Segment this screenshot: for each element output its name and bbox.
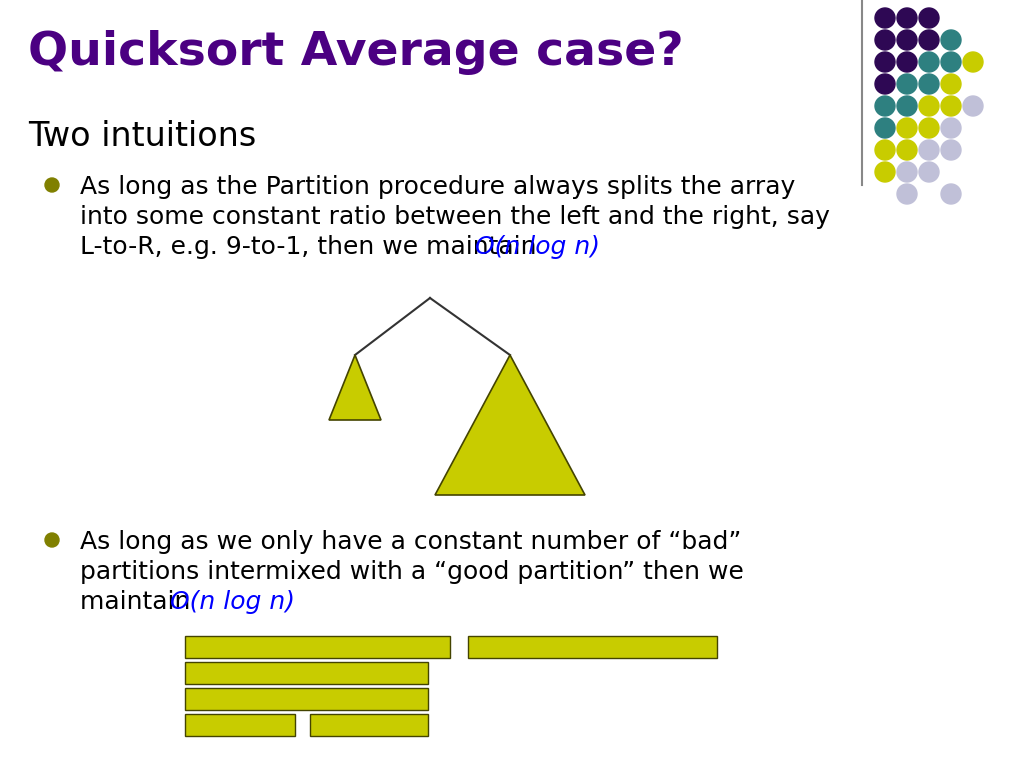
Bar [468, 636, 717, 658]
Bar [185, 714, 295, 736]
Circle shape [941, 118, 961, 138]
Circle shape [919, 74, 939, 94]
Circle shape [874, 52, 895, 72]
Text: Quicksort Average case?: Quicksort Average case? [28, 30, 684, 75]
Text: As long as we only have a constant number of “bad”: As long as we only have a constant numbe… [80, 530, 741, 554]
Polygon shape [435, 355, 585, 495]
Circle shape [919, 8, 939, 28]
Circle shape [874, 118, 895, 138]
Circle shape [874, 96, 895, 116]
Circle shape [874, 30, 895, 50]
Circle shape [941, 96, 961, 116]
Bar [310, 714, 428, 736]
Circle shape [897, 96, 918, 116]
Circle shape [897, 74, 918, 94]
Circle shape [897, 162, 918, 182]
Text: O(n log n): O(n log n) [475, 235, 600, 259]
Circle shape [963, 52, 983, 72]
Circle shape [874, 140, 895, 160]
Circle shape [45, 178, 59, 192]
Circle shape [874, 74, 895, 94]
Circle shape [919, 52, 939, 72]
Bar [185, 688, 428, 710]
Circle shape [874, 162, 895, 182]
Circle shape [941, 184, 961, 204]
Text: partitions intermixed with a “good partition” then we: partitions intermixed with a “good parti… [80, 560, 743, 584]
Bar [185, 662, 428, 684]
Circle shape [897, 140, 918, 160]
Circle shape [941, 30, 961, 50]
Text: L-to-R, e.g. 9-to-1, then we maintain: L-to-R, e.g. 9-to-1, then we maintain [80, 235, 545, 259]
Text: As long as the Partition procedure always splits the array: As long as the Partition procedure alway… [80, 175, 796, 199]
Circle shape [919, 30, 939, 50]
Circle shape [897, 52, 918, 72]
Circle shape [897, 30, 918, 50]
Circle shape [45, 533, 59, 547]
Circle shape [897, 184, 918, 204]
Text: into some constant ratio between the left and the right, say: into some constant ratio between the lef… [80, 205, 829, 229]
Polygon shape [329, 355, 381, 420]
Text: maintain: maintain [80, 590, 199, 614]
Circle shape [874, 8, 895, 28]
Circle shape [941, 74, 961, 94]
Circle shape [941, 140, 961, 160]
Bar [185, 636, 450, 658]
Circle shape [963, 96, 983, 116]
Circle shape [897, 8, 918, 28]
Circle shape [919, 140, 939, 160]
Circle shape [919, 96, 939, 116]
Circle shape [897, 118, 918, 138]
Text: Two intuitions: Two intuitions [28, 120, 256, 153]
Text: O(n log n): O(n log n) [170, 590, 295, 614]
Circle shape [919, 162, 939, 182]
Circle shape [919, 118, 939, 138]
Circle shape [941, 52, 961, 72]
